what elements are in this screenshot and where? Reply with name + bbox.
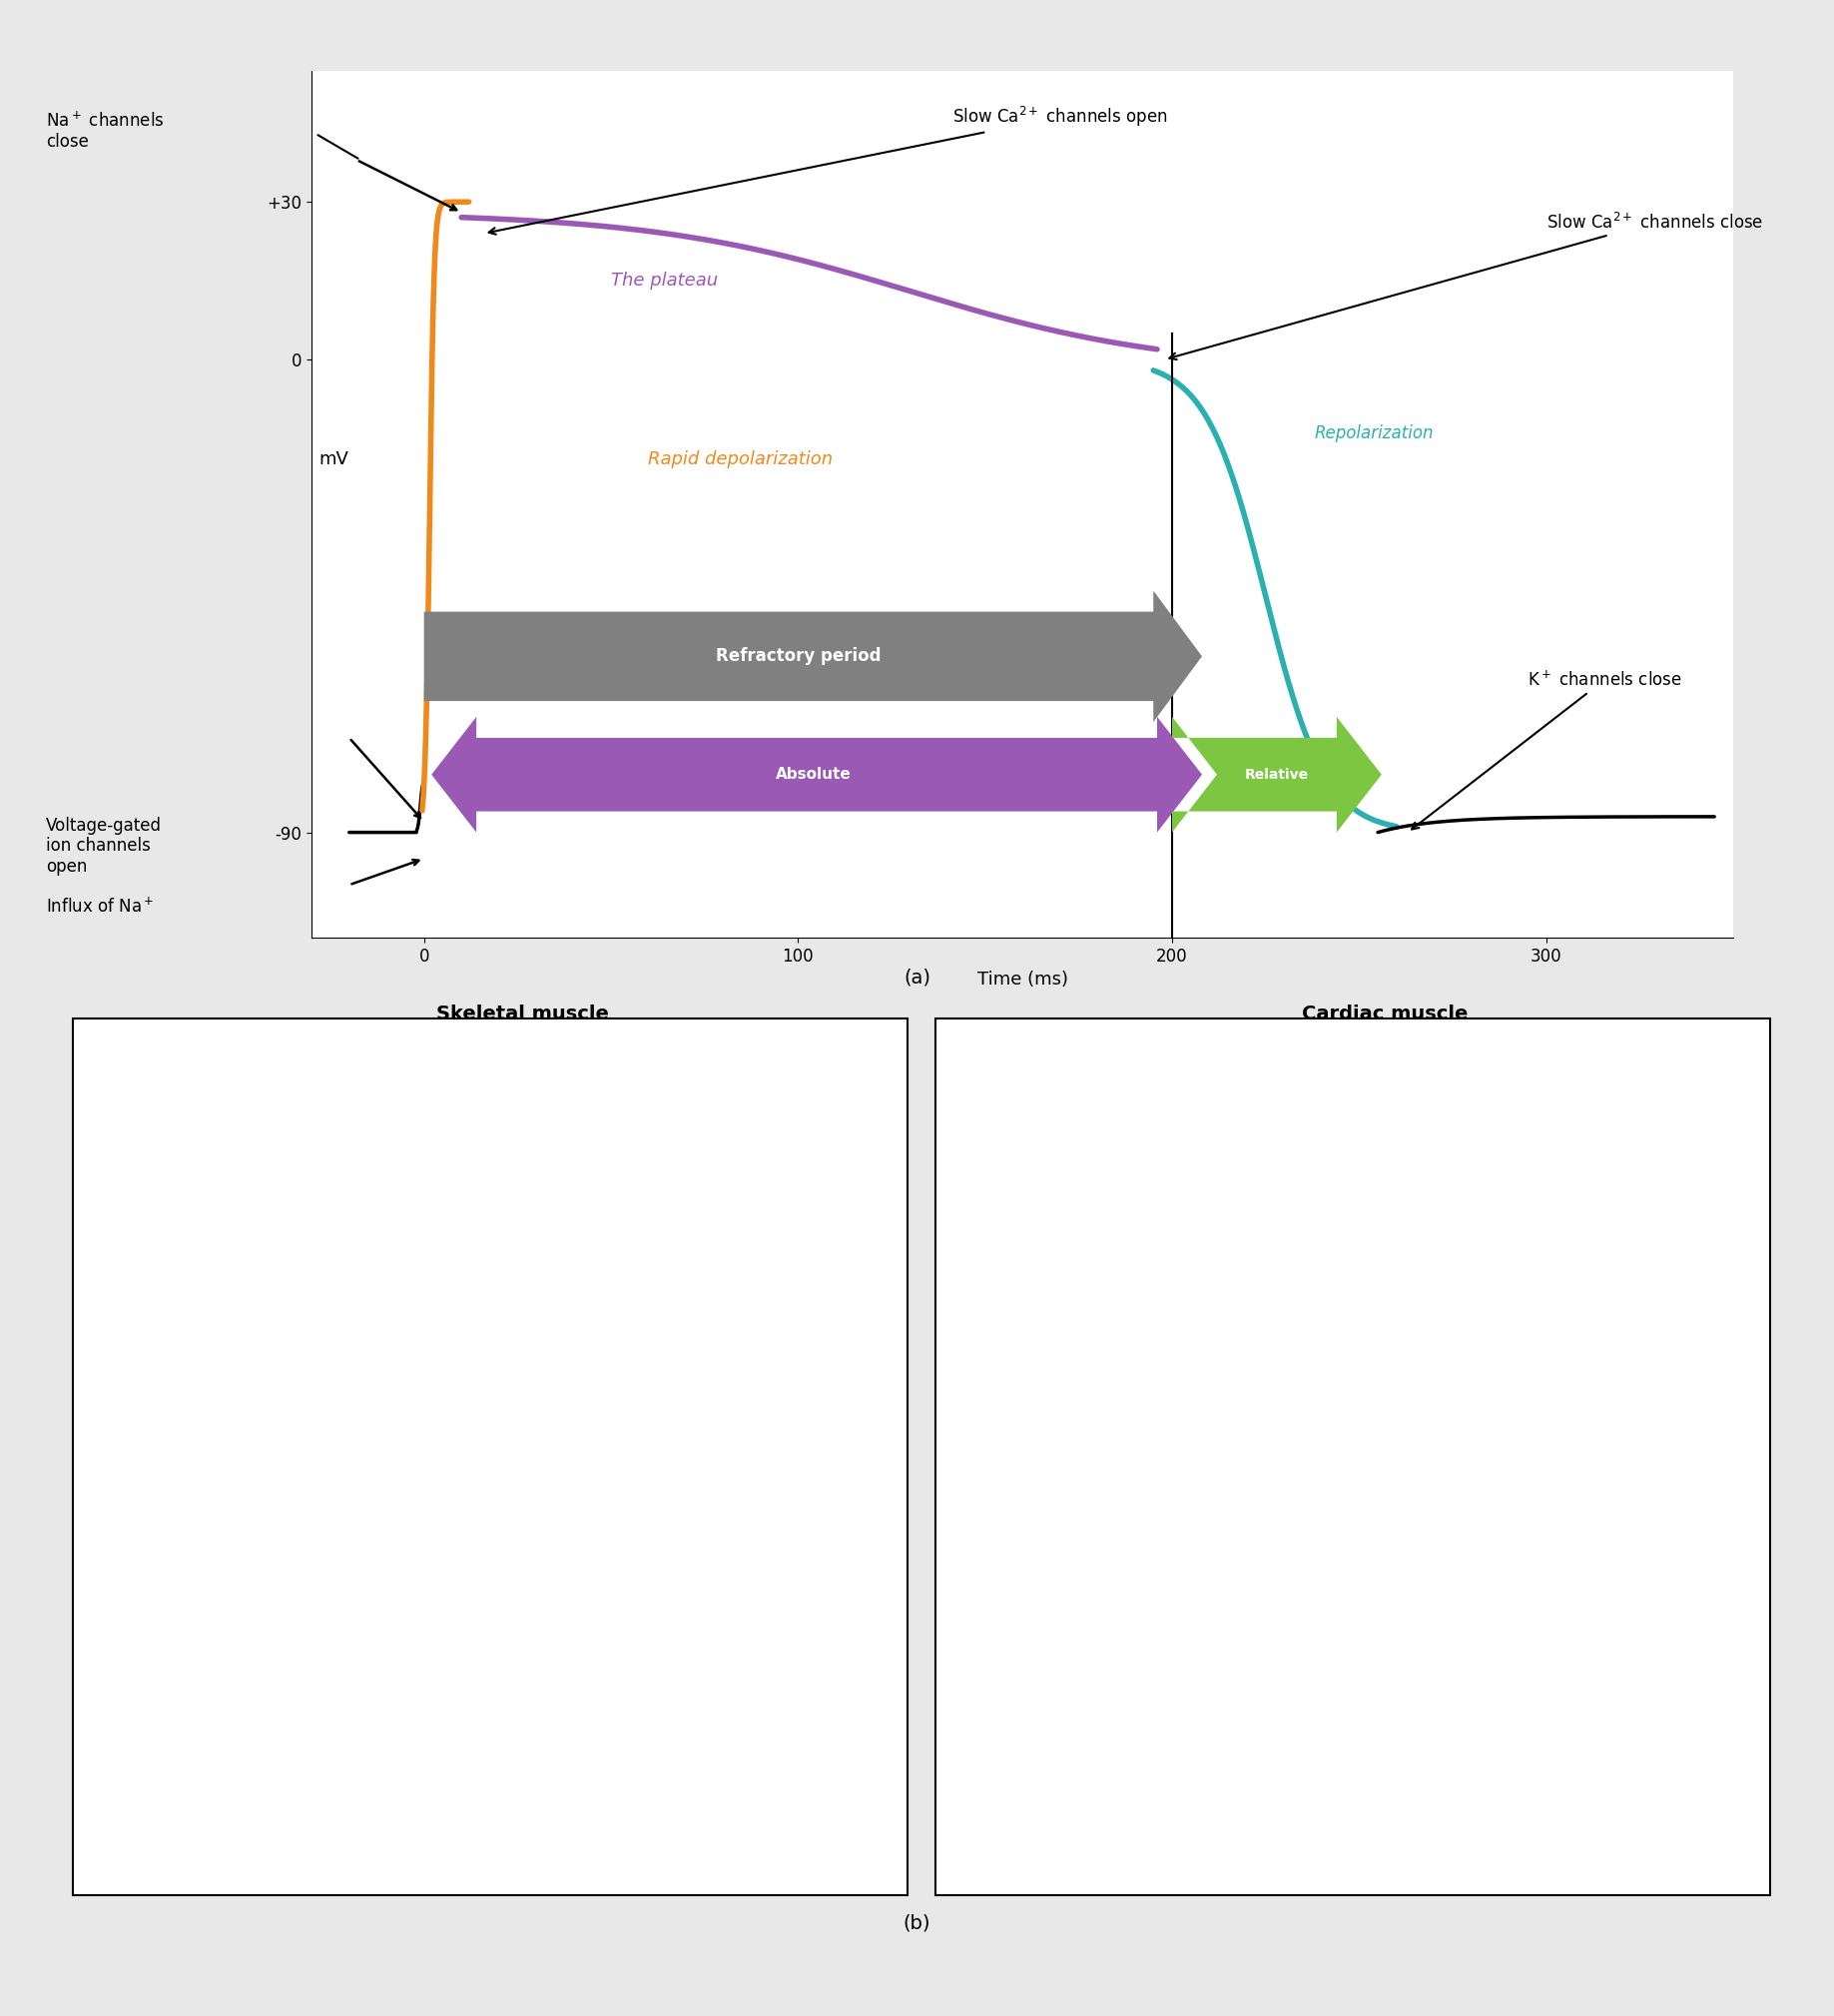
Text: Absolute: Absolute [776,766,851,782]
Bar [1480,1312,1586,1331]
Text: Rapid depolarization: Rapid depolarization [649,452,833,468]
Text: mV: mV [319,452,348,468]
Text: Contraction: Contraction [1632,1478,1713,1492]
X-axis label: Time (ms): Time (ms) [484,1804,561,1818]
Title: Cardiac muscle: Cardiac muscle [1302,1004,1467,1024]
Text: Contraction: Contraction [770,1478,851,1492]
Polygon shape [431,718,1201,833]
Text: (a): (a) [904,968,930,988]
X-axis label: Time (ms): Time (ms) [1346,1804,1423,1818]
Text: Slow Ca$^{2+}$ channels open: Slow Ca$^{2+}$ channels open [490,105,1168,234]
Text: The plateau: The plateau [611,272,717,290]
Text: mV: mV [160,1145,185,1159]
Bar [1056,1752,1458,1772]
Text: Tension: Tension [1040,1591,1055,1643]
Bar [226,1752,253,1772]
Text: Slow Ca$^{2+}$ channels close: Slow Ca$^{2+}$ channels close [1170,212,1762,359]
Bar [226,1314,253,1333]
Bar [1056,1312,1480,1331]
Text: K$^+$ channels close: K$^+$ channels close [1412,669,1682,829]
Text: mV: mV [1022,1139,1047,1153]
Bar [1458,1752,1564,1772]
Bar [194,1314,226,1333]
Text: Tension: Tension [178,1591,193,1643]
Text: Action potential: Action potential [741,1032,851,1046]
Text: Voltage-gated
ion channels
open: Voltage-gated ion channels open [46,816,161,877]
Polygon shape [424,591,1201,722]
Text: Na$^+$ channels
close: Na$^+$ channels close [46,111,165,151]
Text: Repolarization: Repolarization [1315,423,1434,442]
Polygon shape [1172,718,1381,833]
Title: Skeletal muscle: Skeletal muscle [436,1004,609,1024]
Text: Influx of Na$^+$: Influx of Na$^+$ [46,897,154,917]
Text: Refractory period: Refractory period [715,647,880,665]
Text: Action potential: Action potential [1603,1032,1713,1046]
Text: Relative: Relative [1245,768,1309,782]
Bar [194,1752,226,1772]
X-axis label: Time (ms): Time (ms) [978,970,1067,988]
Text: (b): (b) [904,1913,930,1933]
